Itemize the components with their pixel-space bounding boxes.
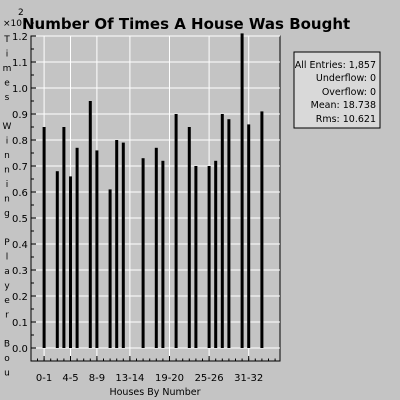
y-label-char: n xyxy=(4,195,10,205)
y-label-char: o xyxy=(4,354,10,364)
bar xyxy=(227,119,231,348)
stats-mean: Mean: 18.738 xyxy=(311,100,376,111)
y-label-char: i xyxy=(6,137,9,147)
y-tick-label: 0.0 xyxy=(12,344,28,355)
y-exponent-label: ×10 xyxy=(3,19,22,29)
bar xyxy=(42,127,46,348)
y-tick-label: 0.1 xyxy=(12,318,28,329)
stats-box-frame xyxy=(293,51,381,129)
stats-underflow: Underflow: 0 xyxy=(316,73,376,84)
bar xyxy=(55,171,59,348)
y-label-char: l xyxy=(6,253,9,263)
bar xyxy=(141,158,145,348)
y-label-char: W xyxy=(3,122,12,132)
y-label-char: i xyxy=(6,180,9,190)
y-label-char: n xyxy=(4,151,10,161)
bar xyxy=(220,114,224,348)
y-tick-label: 0.4 xyxy=(12,240,28,251)
bar xyxy=(161,160,165,348)
bar xyxy=(194,166,198,348)
x-tick-label: 31-32 xyxy=(234,373,263,384)
y-tick-label: 0.7 xyxy=(12,162,28,173)
y-label-char: s xyxy=(5,93,10,103)
x-tick-label: 4-5 xyxy=(62,373,78,384)
stats-overflow: Overflow: 0 xyxy=(322,87,376,98)
x-tick-label: 8-9 xyxy=(89,373,105,384)
x-tick-label: 13-14 xyxy=(115,373,144,384)
y-label-char: n xyxy=(4,166,10,176)
y-label-char: y xyxy=(4,282,10,292)
bar xyxy=(108,189,112,348)
y-tick-label: 0.9 xyxy=(12,110,28,121)
x-tick-label: 25-26 xyxy=(195,373,224,384)
y-tick-label: 0.2 xyxy=(12,292,28,303)
x-axis-ticks: 0-1 4-5 8-9 13-14 19-20 25-26 31-32 xyxy=(36,356,276,384)
grid-lines xyxy=(31,35,280,361)
bar xyxy=(75,147,79,348)
bar xyxy=(247,124,251,349)
y-tick-label: 0.5 xyxy=(12,214,28,225)
y-tick-label: 1.1 xyxy=(12,58,28,69)
bar xyxy=(207,166,211,348)
bars xyxy=(42,33,264,349)
y-label-char: m xyxy=(3,64,12,74)
y-tick-label: 1.2 xyxy=(12,32,28,43)
y-label-char: r xyxy=(5,311,9,321)
bar xyxy=(69,176,72,348)
bar xyxy=(187,127,191,348)
y-exponent-power: 2 xyxy=(18,8,24,18)
bar xyxy=(88,101,92,348)
y-tick-label: 0.6 xyxy=(12,188,28,199)
y-label-char: a xyxy=(4,267,10,277)
y-tick-label: 0.3 xyxy=(12,266,28,277)
y-tick-label: 1.0 xyxy=(12,84,28,95)
bar xyxy=(240,33,244,349)
bar xyxy=(214,160,218,348)
y-label-char: B xyxy=(4,340,10,350)
bar xyxy=(121,142,125,348)
bar xyxy=(154,147,158,348)
stats-box: All Entries: 1,857 Underflow: 0 Overflow… xyxy=(293,51,381,129)
bar xyxy=(260,111,264,349)
bar xyxy=(62,127,66,348)
bar xyxy=(115,140,119,348)
y-label-char: u xyxy=(4,369,10,379)
y-tick-label: 0.8 xyxy=(12,136,28,147)
y-axis-ticks: 0.0 0.1 0.2 0.3 0.4 0.5 0.6 0.7 0.8 0.9 1.0 1.1 1.2 xyxy=(12,22,36,355)
y-label-char: e xyxy=(4,79,10,89)
y-label-char: e xyxy=(4,296,10,306)
x-tick-label: 19-20 xyxy=(155,373,184,384)
stats-entries: All Entries: 1,857 xyxy=(295,60,376,71)
bar xyxy=(95,150,99,348)
y-label-char: P xyxy=(4,238,10,248)
x-axis-title: Houses By Number xyxy=(109,387,200,398)
y-label-char: i xyxy=(6,50,9,60)
x-tick-label: 0-1 xyxy=(36,373,52,384)
chart-title: Number Of Times A House Was Bought xyxy=(22,15,350,33)
bar xyxy=(174,114,178,348)
stats-rms: Rms: 10.621 xyxy=(316,114,376,125)
y-label-char: g xyxy=(4,209,10,219)
y-label-char: T xyxy=(3,35,10,45)
